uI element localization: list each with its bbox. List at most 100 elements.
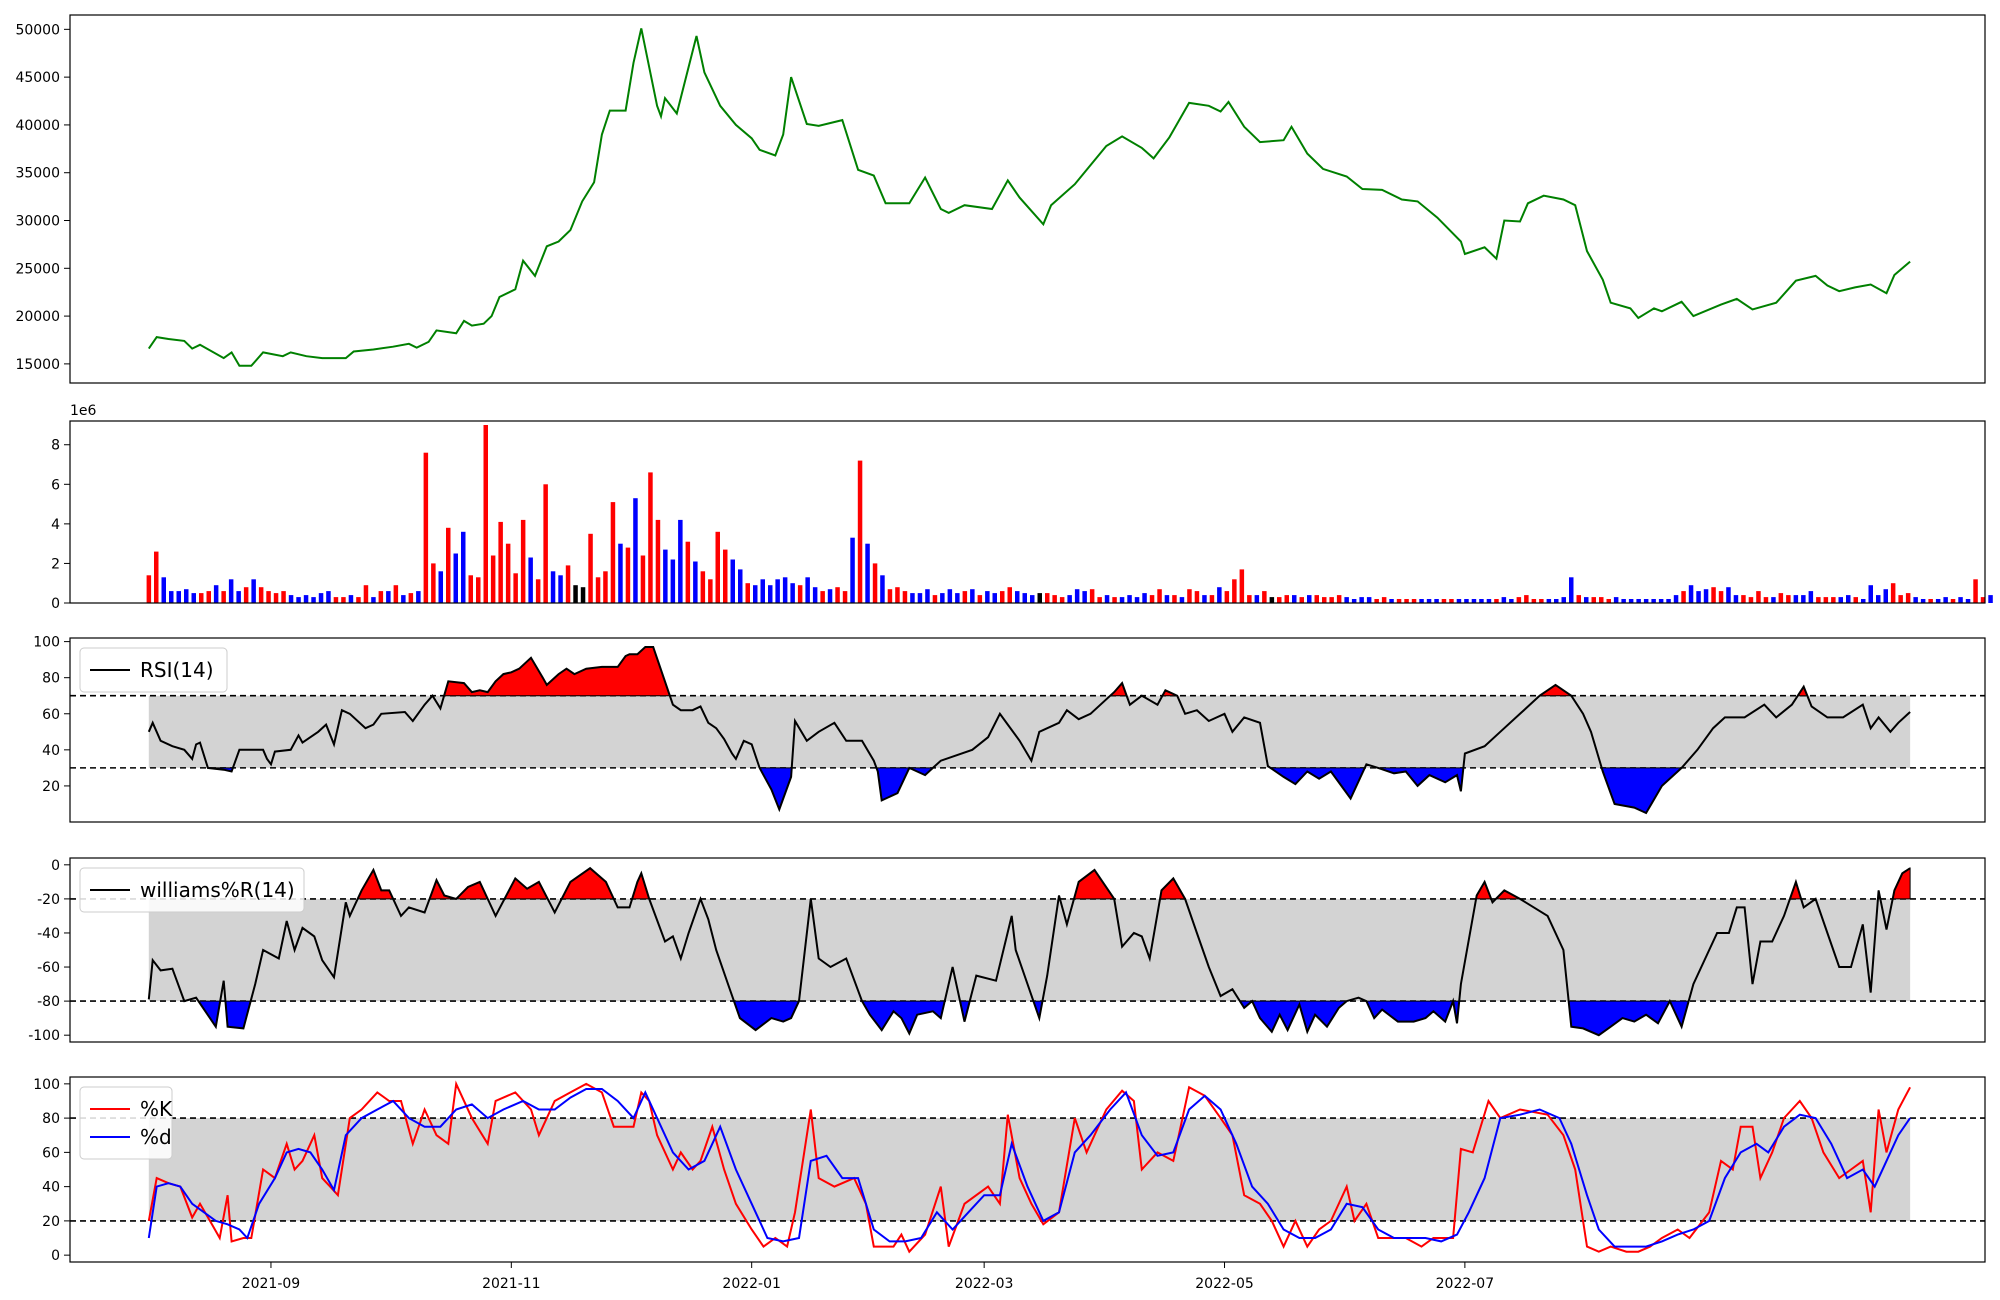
- volume-bar: [1546, 599, 1552, 603]
- legend-box: [79, 1086, 173, 1160]
- volume-bar: [1718, 591, 1724, 603]
- volume-bar: [1539, 599, 1544, 603]
- volume-bar: [1000, 591, 1005, 603]
- volume-bar: [1494, 599, 1499, 603]
- volume-bar: [1441, 599, 1447, 603]
- y-tick-label: 100: [33, 1077, 60, 1093]
- price-line: [147, 28, 1911, 367]
- volume-bar: [932, 595, 938, 603]
- volume-bar: [1621, 599, 1626, 603]
- volume-bar: [543, 484, 548, 603]
- volume-bar: [1097, 597, 1102, 603]
- volume-bar: [550, 571, 556, 603]
- y-tick-label: 40: [42, 1180, 60, 1196]
- stoch-line: [147, 1088, 1911, 1248]
- volume-bar: [685, 541, 691, 603]
- volume-bar: [1374, 599, 1379, 603]
- volume-bar: [303, 595, 309, 603]
- volume-bar: [1651, 599, 1656, 603]
- volume-bar: [1322, 597, 1327, 603]
- volume-bar: [1673, 595, 1679, 603]
- threshold-band: [148, 898, 1911, 1002]
- volume-bar: [243, 587, 249, 603]
- volume-bar: [1366, 597, 1372, 603]
- y-tick-label: 30000: [15, 214, 60, 230]
- volume-bar: [700, 571, 706, 603]
- volume-bar: [1980, 597, 1986, 603]
- volume-bar: [1045, 593, 1050, 603]
- volume-bar: [363, 585, 369, 603]
- y-tick-label: 45000: [15, 70, 60, 86]
- volume-bar: [580, 587, 586, 603]
- volume-bar: [1464, 599, 1469, 603]
- volume-bar: [1015, 591, 1020, 603]
- volume-bar: [1681, 591, 1686, 603]
- rsi-panel: 20 40 60 80 100 RSI(14): [33, 635, 1986, 823]
- volume-bar: [1823, 597, 1829, 603]
- volume-bar: [1853, 597, 1858, 603]
- threshold-band: [148, 1118, 1911, 1221]
- y-tick-label: 0: [51, 858, 60, 874]
- volume-bar: [296, 597, 301, 603]
- volume-bar: [955, 593, 960, 603]
- volume-bar: [565, 565, 571, 603]
- volume-bar: [1756, 591, 1761, 603]
- volume-bar: [670, 559, 676, 603]
- volume-bar: [326, 591, 331, 603]
- volume-bar: [633, 498, 638, 603]
- volume-bar: [1277, 597, 1282, 603]
- x-tick-label: 2021-09: [242, 1276, 301, 1292]
- volume-bar: [236, 591, 241, 603]
- volume-bar: [1179, 597, 1185, 603]
- volume-bar: [453, 553, 458, 603]
- volume-bar: [1554, 599, 1559, 603]
- volume-bar: [1486, 599, 1492, 603]
- y-tick-label: 50000: [15, 22, 60, 38]
- volume-bar: [902, 591, 908, 603]
- volume-bar: [1831, 597, 1836, 603]
- volume-bar: [1209, 595, 1215, 603]
- volume-bar: [1127, 595, 1132, 603]
- volume-bar: [820, 591, 825, 603]
- volume-bar: [1965, 599, 1971, 603]
- volume-bar: [476, 577, 481, 603]
- volume-bar: [618, 543, 623, 603]
- volume-bar: [1808, 591, 1814, 603]
- y-tick-label: -40: [37, 926, 60, 942]
- volume-bar: [273, 593, 279, 603]
- volume-bar: [1516, 597, 1522, 603]
- volume-bar: [1793, 595, 1799, 603]
- volume-bar: [1262, 591, 1267, 603]
- volume-bar: [1359, 597, 1364, 603]
- x-tick-label: 2022-07: [1436, 1276, 1495, 1292]
- volume-bar: [1479, 599, 1484, 603]
- volume-bar: [872, 563, 878, 603]
- volume-bar: [1628, 599, 1634, 603]
- legend: %K %d: [79, 1086, 173, 1160]
- volume-bar: [760, 579, 765, 603]
- price-panel-plot-area: [70, 15, 1985, 383]
- volume-bar: [468, 575, 473, 603]
- volume-bar: [1876, 595, 1881, 603]
- volume-bar: [423, 452, 429, 603]
- volume-bar: [1314, 595, 1319, 603]
- volume-bar: [416, 591, 421, 603]
- stoch-line: [147, 1080, 1911, 1254]
- y-tick-label: 4: [51, 517, 60, 533]
- volume-bar: [1509, 599, 1514, 603]
- volume-bar: [1307, 595, 1312, 603]
- x-tick-label: 2022-05: [1195, 1276, 1254, 1292]
- volume-bar: [880, 575, 885, 603]
- volume-bar: [1928, 599, 1933, 603]
- volume-bar: [693, 561, 698, 603]
- volume-bar: [895, 587, 900, 603]
- volume-bar: [1247, 595, 1252, 603]
- y-tick-label: 20000: [15, 309, 60, 325]
- y-tick-label: -80: [37, 994, 60, 1010]
- volume-bar: [1082, 591, 1087, 603]
- volume-bar: [431, 563, 436, 603]
- volume-bar: [970, 589, 975, 603]
- volume-bar: [812, 587, 818, 603]
- volume-bar: [311, 597, 316, 603]
- volume-bar: [1052, 595, 1057, 603]
